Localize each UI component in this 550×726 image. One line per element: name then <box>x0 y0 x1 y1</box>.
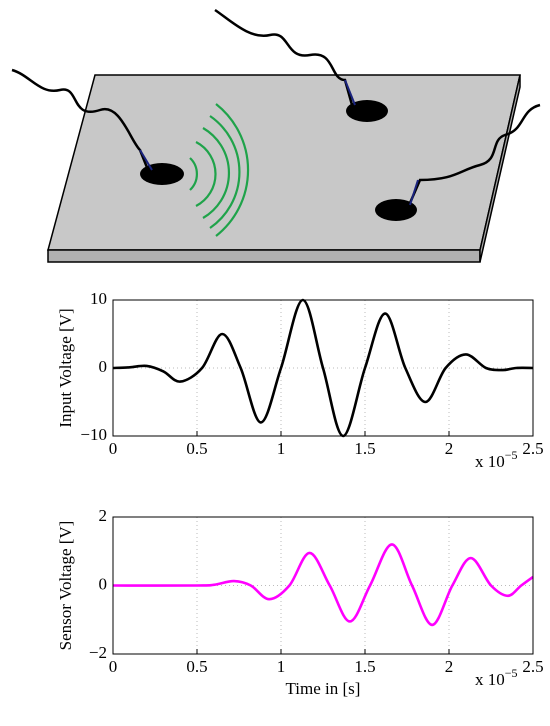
axes-box <box>112 516 534 655</box>
plate <box>47 74 521 251</box>
wave-arcs <box>189 103 250 237</box>
wire <box>214 8 354 106</box>
sensor <box>375 199 417 221</box>
x-multiplier-exponent: −5 <box>505 448 518 462</box>
wire <box>408 103 541 204</box>
y-tick-label: 10 <box>90 289 107 308</box>
axes-box <box>112 299 534 437</box>
y-tick-label: 0 <box>99 574 108 593</box>
plate-edge <box>47 249 481 263</box>
y-tick-label: −2 <box>89 643 107 662</box>
y-tick-label: −10 <box>80 425 107 444</box>
x-multiplier-exponent: −5 <box>505 666 518 680</box>
wire <box>139 149 153 171</box>
x-tick-label: 1 <box>277 439 286 458</box>
x-axis-label: Time in [s] <box>286 679 361 698</box>
x-tick-label: 2.5 <box>522 657 543 676</box>
wire <box>11 68 150 171</box>
x-tick-label: 1 <box>277 657 286 676</box>
y-axis-label: Input Voltage [V] <box>56 308 75 427</box>
y-tick-label: 0 <box>99 357 108 376</box>
plate-diagram <box>11 8 541 263</box>
x-tick-label: 1.5 <box>354 439 375 458</box>
y-tick-label: 2 <box>99 506 108 525</box>
data-line <box>112 543 534 627</box>
x-tick-label: 2 <box>445 439 454 458</box>
x-tick-label: 1.5 <box>354 657 375 676</box>
x-multiplier: x 10−5 <box>475 666 518 689</box>
x-tick-label: 0 <box>109 657 118 676</box>
x-multiplier: x 10−5 <box>475 448 518 471</box>
x-tick-label: 2 <box>445 657 454 676</box>
wire <box>409 179 419 206</box>
wire <box>344 79 356 106</box>
x-tick-label: 0.5 <box>186 657 207 676</box>
sensor <box>346 100 388 122</box>
x-tick-label: 2.5 <box>522 439 543 458</box>
y-axis-label: Sensor Voltage [V] <box>56 521 75 651</box>
x-tick-label: 0.5 <box>186 439 207 458</box>
x-tick-label: 0 <box>109 439 118 458</box>
data-line <box>112 298 534 438</box>
x-multiplier-base: x 10 <box>475 452 505 471</box>
x-multiplier-base: x 10 <box>475 670 505 689</box>
